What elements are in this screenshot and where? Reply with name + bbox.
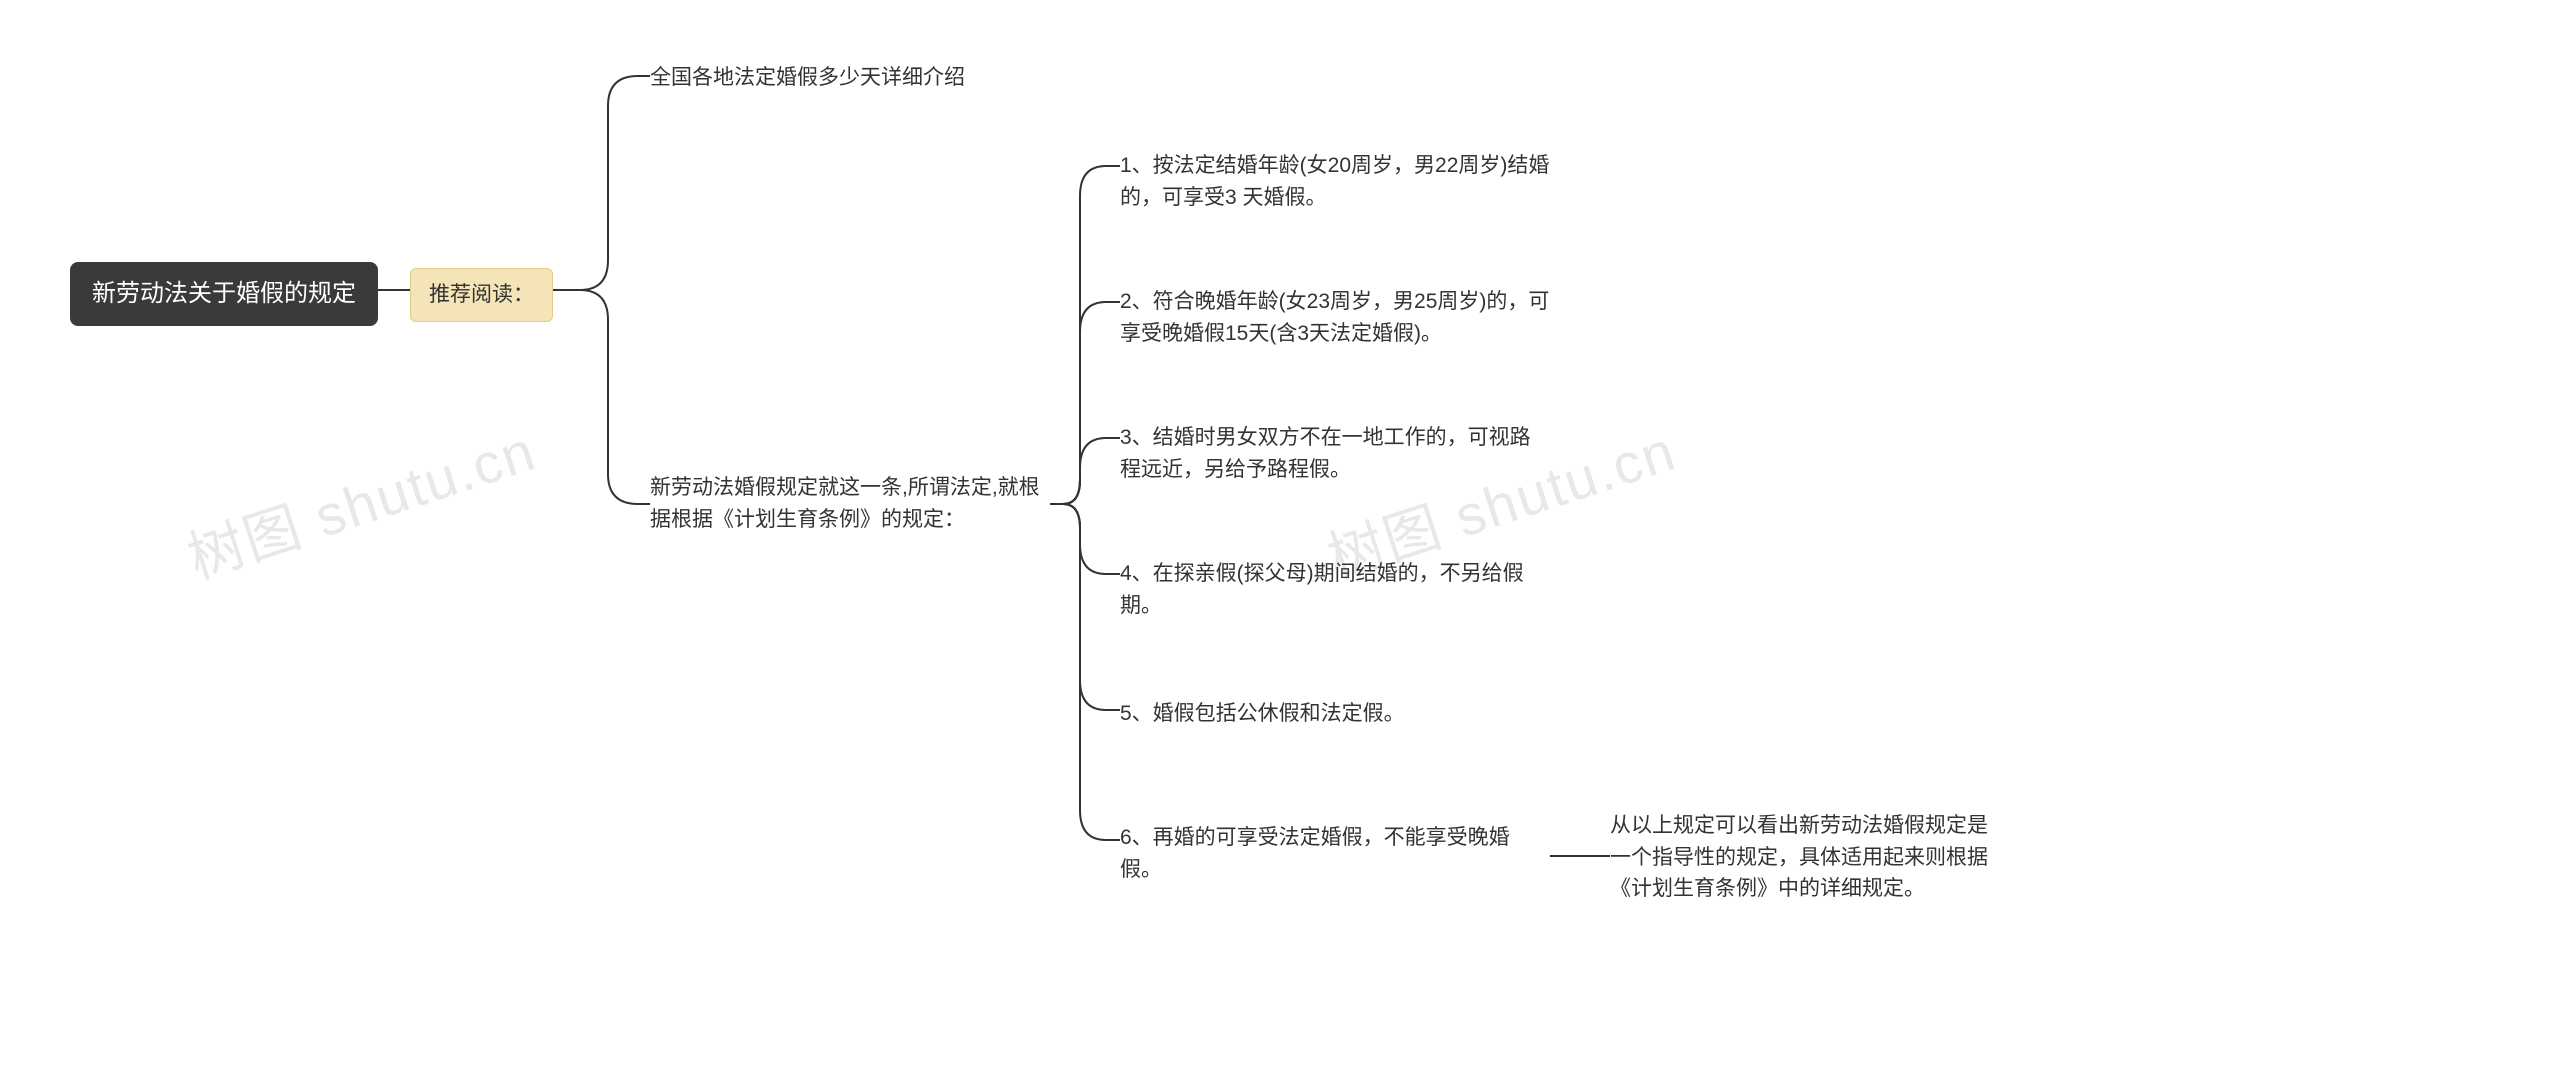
mindmap-node-rule-2: 2、符合晚婚年龄(女23周岁，男25周岁)的，可享受晚婚假15天(含3天法定婚假… <box>1120 286 1550 349</box>
mindmap-root-node: 新劳动法关于婚假的规定 <box>70 262 378 326</box>
mindmap-node-rule-1: 1、按法定结婚年龄(女20周岁，男22周岁)结婚的，可享受3 天婚假。 <box>1120 150 1550 213</box>
mindmap-node-recommend: 推荐阅读： <box>410 268 553 322</box>
mindmap-node-l2a: 全国各地法定婚假多少天详细介绍 <box>650 62 965 94</box>
mindmap-node-l2b: 新劳动法婚假规定就这一条,所谓法定,就根据根据《计划生育条例》的规定： <box>650 472 1050 535</box>
mindmap-node-rule-3: 3、结婚时男女双方不在一地工作的，可视路程远近，另给予路程假。 <box>1120 422 1550 485</box>
mindmap-node-rule-4: 4、在探亲假(探父母)期间结婚的，不另给假期。 <box>1120 558 1550 621</box>
mindmap-node-rule-5: 5、婚假包括公休假和法定假。 <box>1120 698 1405 730</box>
mindmap-node-summary: 从以上规定可以看出新劳动法婚假规定是一个指导性的规定，具体适用起来则根据《计划生… <box>1610 810 1990 905</box>
mindmap-node-rule-6: 6、再婚的可享受法定婚假，不能享受晚婚假。 <box>1120 822 1550 885</box>
